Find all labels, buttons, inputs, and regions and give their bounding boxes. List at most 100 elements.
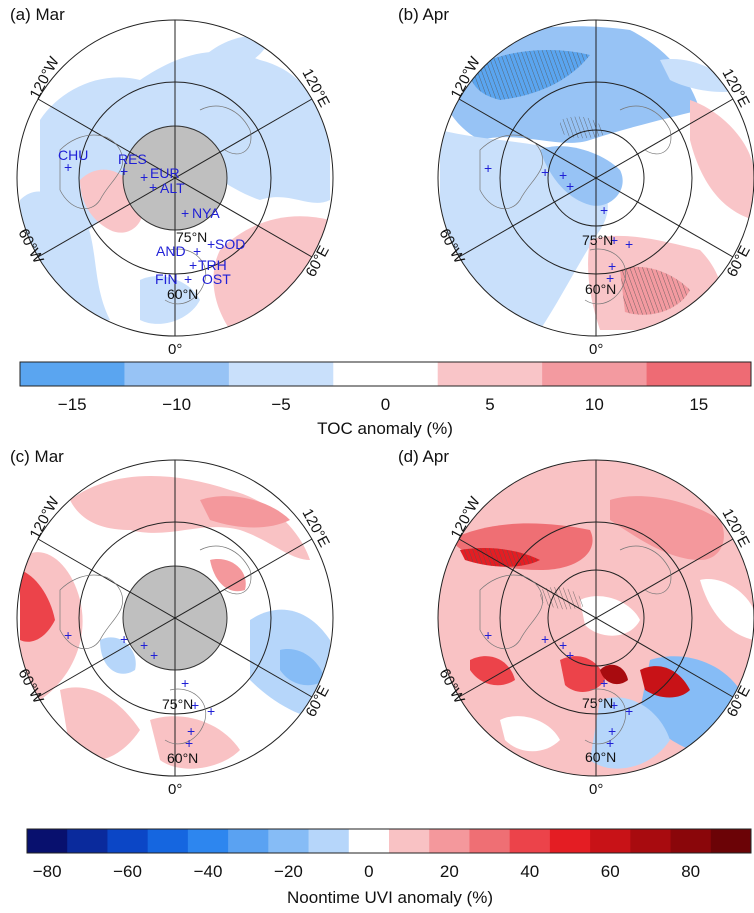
svg-text:+: +: [610, 232, 618, 248]
colorbar-tick-label: −5: [271, 395, 290, 414]
panel-d-title: (d) Apr: [398, 447, 449, 466]
svg-text:75°N: 75°N: [176, 229, 207, 245]
station-nya: NYA+: [181, 205, 220, 221]
svg-text:+: +: [608, 258, 616, 274]
panel-b-significance-hatching: [470, 50, 690, 315]
colorbar-cell: [268, 829, 310, 853]
svg-text:+: +: [610, 697, 618, 713]
panel-c-title: (c) Mar: [10, 447, 64, 466]
colorbar-cell: [590, 829, 631, 853]
colorbar-cell: [509, 829, 551, 853]
colorbar-tick-label: 10: [585, 395, 604, 414]
colorbar-tick-label: 40: [520, 862, 539, 881]
svg-text:NYA: NYA: [192, 205, 220, 221]
colorbar-tick-label: −20: [274, 862, 303, 881]
svg-text:SOD: SOD: [215, 236, 245, 252]
svg-text:+: +: [149, 179, 157, 195]
panel-d-station-markers: + + + +++ +++: [484, 627, 633, 751]
svg-text:+: +: [606, 735, 614, 751]
colorbar-tick-label: −15: [58, 395, 87, 414]
station-fin: FIN +: [155, 271, 192, 287]
station-alt: ALT+: [149, 179, 185, 196]
svg-text:60°N: 60°N: [167, 750, 198, 766]
colorbar-cell: [542, 362, 648, 386]
panel-b: (b) Apr: [398, 5, 754, 358]
svg-text:+: +: [191, 697, 199, 713]
svg-text:+: +: [606, 270, 614, 286]
colorbar-cell: [646, 362, 752, 386]
svg-text:+: +: [625, 703, 633, 719]
svg-text:+: +: [181, 675, 189, 691]
svg-text:+: +: [608, 723, 616, 739]
svg-text:+: +: [189, 257, 197, 273]
colorbar-tick-label: 5: [485, 395, 494, 414]
colorbar-cell: [710, 829, 752, 853]
colorbar-tick-label: −10: [162, 395, 191, 414]
panel-a: (a) Mar CHU+ RES+ EUR+ ALT+: [10, 5, 334, 358]
svg-text:+: +: [484, 160, 492, 176]
svg-text:FIN: FIN: [155, 271, 178, 287]
colorbar-toc: −15 −10 −5 0 5 10 15 TOC anomaly (%): [19, 361, 752, 438]
svg-text:+: +: [181, 205, 189, 221]
colorbar-tick-label: 60: [601, 862, 620, 881]
svg-text:+: +: [120, 163, 128, 179]
svg-text:+: +: [140, 169, 148, 185]
panel-a-stations: CHU+ RES+ EUR+ ALT+ NYA+ AND + SOD+ TRH+ …: [58, 147, 245, 287]
colorbar-cell: [630, 829, 672, 853]
svg-text:+: +: [541, 631, 549, 647]
svg-text:+: +: [566, 647, 574, 663]
panel-a-title: (a) Mar: [10, 5, 65, 24]
panel-c: (c) Mar + + + +++: [10, 447, 334, 798]
panel-b-title: (b) Apr: [398, 5, 449, 24]
svg-text:+: +: [187, 723, 195, 739]
colorbar-tick-label: −60: [113, 862, 142, 881]
station-and: AND +: [156, 243, 201, 259]
svg-text:0°: 0°: [168, 781, 182, 798]
svg-text:60°N: 60°N: [585, 749, 616, 765]
colorbar-cell: [348, 829, 390, 853]
svg-text:60°N: 60°N: [167, 286, 198, 302]
panel-d: (d) Apr: [398, 447, 754, 798]
station-eur: EUR+: [140, 165, 180, 185]
colorbar-cell: [187, 829, 229, 853]
colorbar-cell: [27, 829, 68, 853]
colorbar-tick-label: −40: [194, 862, 223, 881]
svg-text:+: +: [193, 243, 201, 259]
svg-text:CHU: CHU: [58, 147, 88, 163]
svg-text:75°N: 75°N: [582, 232, 613, 248]
svg-text:+: +: [185, 735, 193, 751]
svg-text:0°: 0°: [589, 781, 603, 798]
svg-text:+: +: [566, 178, 574, 194]
colorbar-cell: [333, 362, 439, 386]
panel-b-graticule: [437, 19, 754, 337]
svg-text:0°: 0°: [589, 341, 603, 358]
svg-text:+: +: [600, 675, 608, 691]
panel-c-station-markers: + + + +++ +++: [64, 627, 215, 751]
svg-text:AND: AND: [156, 243, 186, 259]
colorbar-cell: [124, 362, 230, 386]
svg-text:75°N: 75°N: [162, 696, 193, 712]
colorbar-cell: [437, 362, 543, 386]
colorbar-tick-label: 0: [381, 395, 390, 414]
colorbar-cell: [107, 829, 149, 853]
svg-text:RES: RES: [118, 151, 147, 167]
colorbar-tick-label: 0: [364, 862, 373, 881]
svg-text:+: +: [600, 202, 608, 218]
svg-text:+: +: [120, 631, 128, 647]
svg-text:+: +: [559, 637, 567, 653]
panel-b-station-markers: + + + +++ +++: [484, 160, 633, 286]
station-chu: CHU+: [58, 147, 88, 175]
svg-text:+: +: [559, 167, 567, 183]
svg-text:+: +: [541, 164, 549, 180]
colorbar-cell: [308, 829, 350, 853]
svg-text:+: +: [64, 159, 72, 175]
colorbar-tick-label: −80: [33, 862, 62, 881]
colorbar-cell: [389, 829, 430, 853]
svg-text:+: +: [64, 627, 72, 643]
colorbar-tick-label: 20: [440, 862, 459, 881]
colorbar-tick-label: 15: [689, 395, 708, 414]
svg-text:ALT: ALT: [160, 180, 185, 196]
colorbar-cell: [670, 829, 712, 853]
svg-text:+: +: [140, 637, 148, 653]
svg-text:TRH: TRH: [198, 257, 227, 273]
